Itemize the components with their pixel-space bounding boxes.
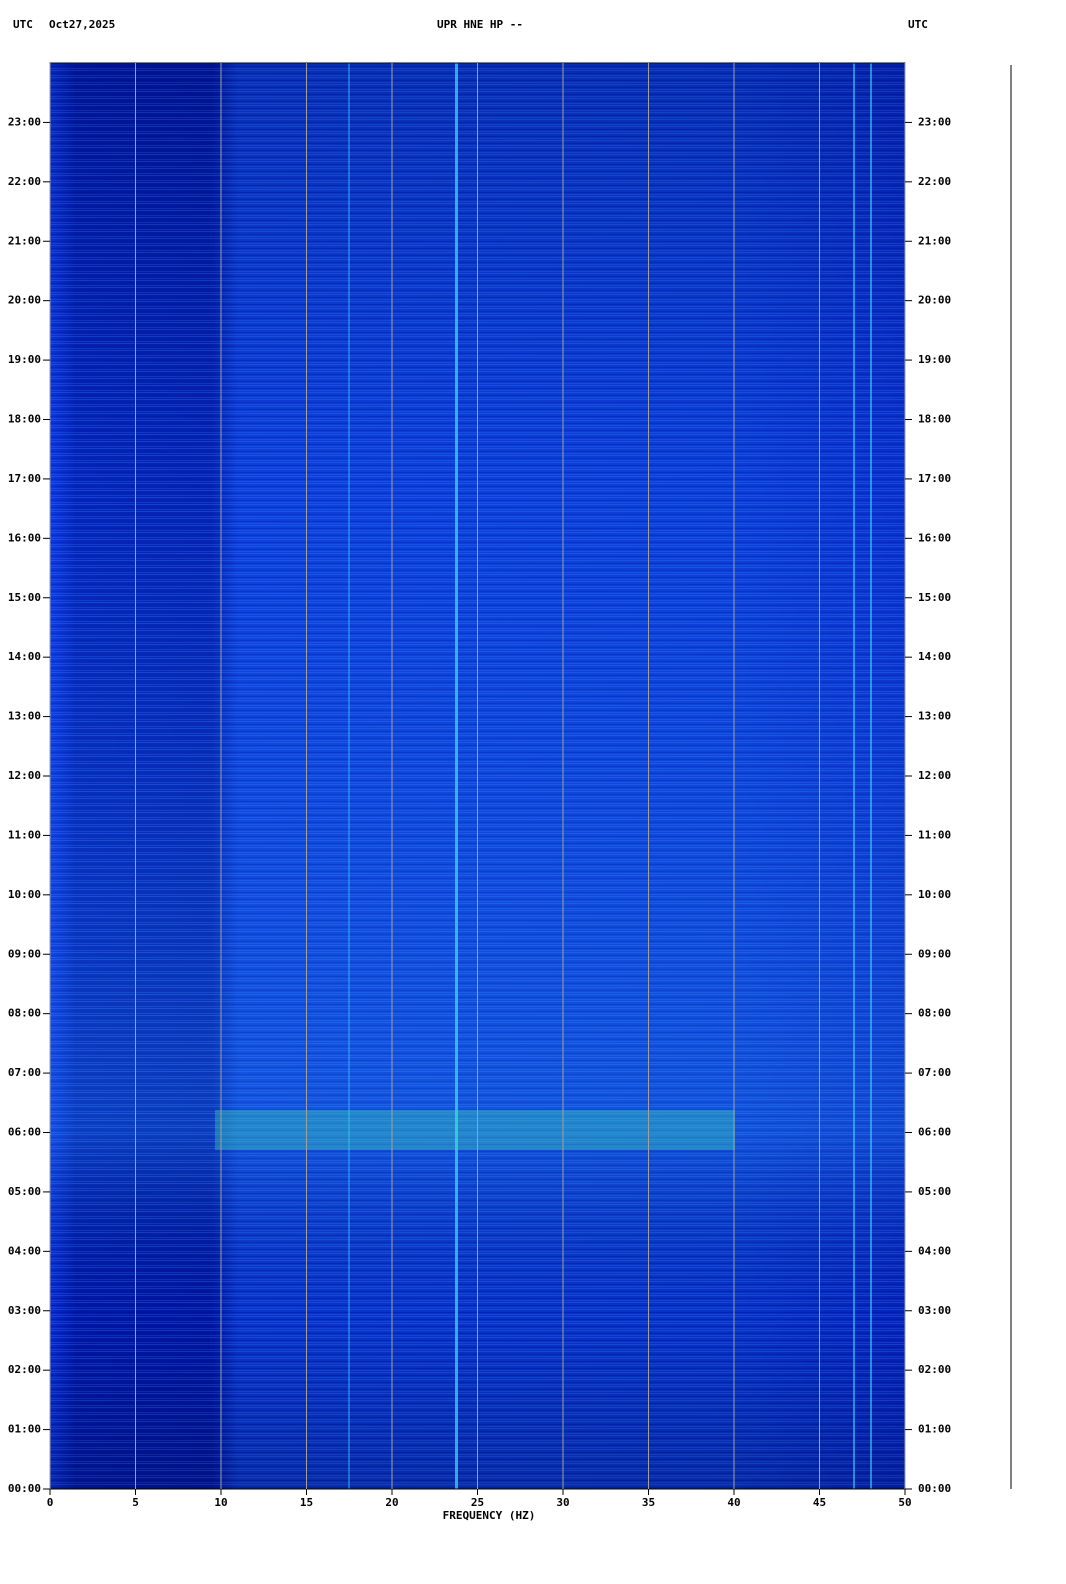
time-zone-right: UTC bbox=[908, 18, 928, 31]
y-tick-label: 06:00 bbox=[8, 1126, 41, 1139]
x-tick-label: 10 bbox=[214, 1496, 227, 1509]
y-tick-label: 12:00 bbox=[8, 769, 41, 782]
y-tick-label: 03:00 bbox=[918, 1304, 951, 1317]
y-tick-label: 00:00 bbox=[8, 1482, 41, 1495]
y-tick-label: 21:00 bbox=[8, 234, 41, 247]
y-tick-label: 06:00 bbox=[918, 1126, 951, 1139]
x-tick-label: 5 bbox=[132, 1496, 139, 1509]
x-tick-label: 0 bbox=[47, 1496, 54, 1509]
y-tick-label: 13:00 bbox=[8, 710, 41, 723]
time-zone-left: UTC bbox=[13, 18, 33, 31]
y-tick-label: 19:00 bbox=[8, 353, 41, 366]
x-tick-label: 25 bbox=[471, 1496, 484, 1509]
y-tick-label: 12:00 bbox=[918, 769, 951, 782]
y-tick-label: 20:00 bbox=[8, 294, 41, 307]
y-tick-label: 15:00 bbox=[8, 591, 41, 604]
y-tick-label: 02:00 bbox=[8, 1363, 41, 1376]
y-tick-label: 16:00 bbox=[8, 531, 41, 544]
x-tick-label: 45 bbox=[813, 1496, 826, 1509]
y-tick-label: 01:00 bbox=[918, 1423, 951, 1436]
y-tick-label: 14:00 bbox=[8, 650, 41, 663]
y-tick-label: 07:00 bbox=[8, 1066, 41, 1079]
x-tick-label: 15 bbox=[300, 1496, 313, 1509]
y-tick-label: 21:00 bbox=[918, 234, 951, 247]
y-tick-label: 20:00 bbox=[918, 294, 951, 307]
y-tick-label: 09:00 bbox=[8, 947, 41, 960]
y-tick-label: 05:00 bbox=[8, 1185, 41, 1198]
x-tick-label: 40 bbox=[727, 1496, 740, 1509]
y-tick-label: 18:00 bbox=[918, 413, 951, 426]
y-tick-label: 08:00 bbox=[918, 1007, 951, 1020]
y-tick-label: 07:00 bbox=[918, 1066, 951, 1079]
y-tick-label: 01:00 bbox=[8, 1423, 41, 1436]
y-tick-label: 08:00 bbox=[8, 1007, 41, 1020]
y-tick-label: 17:00 bbox=[8, 472, 41, 485]
chart-title: UPR HNE HP -- bbox=[437, 18, 523, 31]
y-tick-label: 22:00 bbox=[918, 175, 951, 188]
date: Oct27,2025 bbox=[49, 18, 115, 31]
y-tick-label: 10:00 bbox=[918, 888, 951, 901]
y-tick-label: 03:00 bbox=[8, 1304, 41, 1317]
x-tick-label: 50 bbox=[898, 1496, 911, 1509]
y-tick-label: 14:00 bbox=[918, 650, 951, 663]
y-tick-label: 10:00 bbox=[8, 888, 41, 901]
y-tick-label: 11:00 bbox=[8, 828, 41, 841]
y-tick-label: 09:00 bbox=[918, 947, 951, 960]
y-tick-label: 11:00 bbox=[918, 828, 951, 841]
y-tick-label: 22:00 bbox=[8, 175, 41, 188]
x-tick-label: 30 bbox=[556, 1496, 569, 1509]
y-tick-label: 23:00 bbox=[918, 115, 951, 128]
y-tick-label: 04:00 bbox=[8, 1244, 41, 1257]
y-tick-label: 17:00 bbox=[918, 472, 951, 485]
y-tick-label: 05:00 bbox=[918, 1185, 951, 1198]
y-tick-label: 23:00 bbox=[8, 115, 41, 128]
y-tick-label: 13:00 bbox=[918, 710, 951, 723]
y-tick-label: 00:00 bbox=[918, 1482, 951, 1495]
y-tick-label: 02:00 bbox=[918, 1363, 951, 1376]
x-tick-label: 35 bbox=[642, 1496, 655, 1509]
y-tick-label: 04:00 bbox=[918, 1244, 951, 1257]
x-axis-label: FREQUENCY (HZ) bbox=[443, 1509, 536, 1522]
y-tick-label: 19:00 bbox=[918, 353, 951, 366]
y-tick-label: 15:00 bbox=[918, 591, 951, 604]
y-tick-label: 18:00 bbox=[8, 413, 41, 426]
y-tick-label: 16:00 bbox=[918, 531, 951, 544]
x-tick-label: 20 bbox=[385, 1496, 398, 1509]
